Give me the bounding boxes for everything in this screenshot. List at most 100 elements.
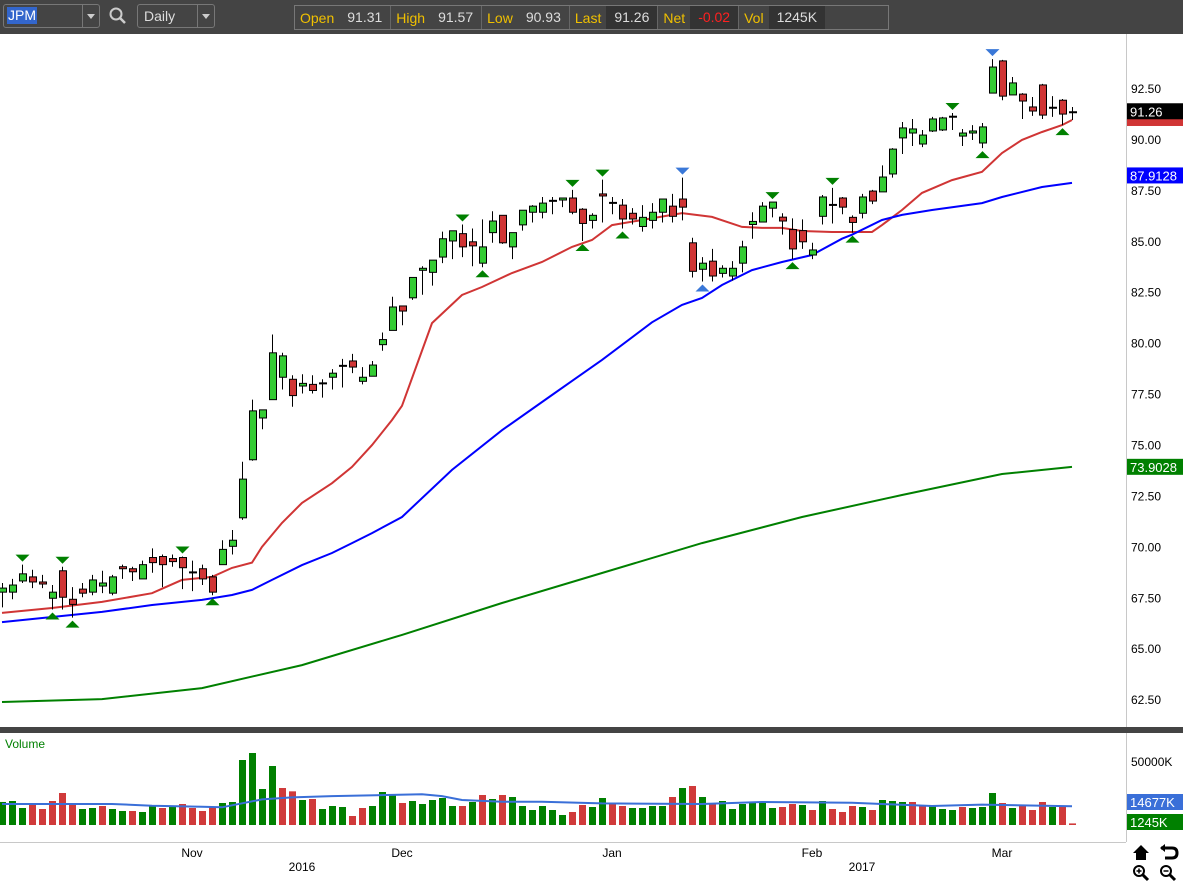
candle-up [719, 267, 727, 274]
symbol-input[interactable]: JPM [3, 4, 100, 28]
volume-bar [529, 809, 536, 825]
volume-average-line [2, 793, 1073, 809]
volume-bar [239, 760, 246, 825]
candle-up [249, 410, 257, 461]
volume-bar [689, 785, 696, 825]
time-tick-label: Nov [181, 846, 202, 860]
candle-up [589, 214, 597, 221]
price-tick-label: 87.50 [1131, 184, 1161, 198]
candle-down [679, 198, 687, 208]
volume-bar [1039, 801, 1046, 825]
quote-value: 1245K [768, 6, 826, 29]
volume-bar [499, 794, 506, 825]
quote-label: Last [574, 9, 602, 26]
moving-average-line-2 [1, 465, 1073, 703]
volume-bar [99, 806, 106, 825]
candle-down [789, 229, 797, 250]
peak-marker-icon [175, 546, 190, 554]
toolbar: JPM Daily Open 91.31 High 91.57 Low 90.93 L… [0, 0, 1183, 34]
volume-bar [359, 808, 366, 825]
peak-marker-icon [55, 556, 70, 564]
volume-bar [29, 804, 36, 825]
candle-up [429, 259, 437, 273]
candle-up [1009, 82, 1017, 96]
candle-down [349, 360, 357, 368]
volume-bar [779, 807, 786, 825]
volume-bar [109, 809, 116, 825]
trough-marker-icon [45, 612, 60, 620]
chart-nav-icons [1133, 844, 1179, 882]
candle-doji [1069, 111, 1077, 114]
zoom-in-icon[interactable] [1133, 865, 1150, 882]
volume-bar [259, 789, 266, 825]
volume-bar [89, 808, 96, 825]
candle-up [919, 134, 927, 145]
volume-bar [79, 809, 86, 825]
volume-bar [699, 797, 706, 825]
period-select[interactable]: Daily [137, 4, 215, 28]
candle-up [489, 220, 497, 234]
price-tick-label: 65.00 [1131, 642, 1161, 656]
mid-ma-tag-bg [1127, 167, 1183, 184]
home-icon[interactable] [1133, 845, 1149, 860]
volume-bar [629, 808, 636, 825]
volume-bar [809, 809, 816, 825]
trough-marker-icon [845, 235, 860, 243]
volume-bar [1029, 809, 1036, 825]
candle-down [209, 576, 217, 593]
volume-bar [1019, 805, 1026, 825]
candle-down [79, 588, 87, 594]
price-tick-label: 77.50 [1131, 388, 1161, 402]
volume-bar [129, 810, 136, 825]
candle-up [509, 232, 517, 248]
price-tick-label: 82.50 [1131, 286, 1161, 300]
volume-bar [179, 804, 186, 825]
candle-up [959, 132, 967, 137]
candle-down [129, 568, 137, 573]
zoom-out-icon[interactable] [1160, 865, 1177, 882]
volume-bar [479, 794, 486, 825]
candle-down [579, 208, 587, 224]
price-chart[interactable]: Volume 92.50 90.00 87.50 85.00 82.50 80.00 77.… [0, 34, 1183, 882]
symbol-dropdown-chevron-icon[interactable] [82, 5, 99, 27]
period-dropdown-chevron-icon[interactable] [197, 5, 214, 27]
last-price-tag-bg [1127, 103, 1183, 120]
volume-bar [469, 801, 476, 825]
candle-up [649, 211, 657, 221]
peak-marker-icon [825, 177, 840, 185]
candle-down [849, 216, 857, 223]
candle-down [59, 570, 67, 598]
candle-down [999, 60, 1007, 97]
candle-up [439, 238, 447, 258]
quote-vol: Vol 1245K [739, 6, 826, 29]
volume-bar [9, 801, 16, 825]
candle-doji [609, 201, 617, 204]
volume-bar [119, 810, 126, 825]
candle-doji [829, 203, 837, 206]
candle-up [979, 126, 987, 144]
price-tick-label: 67.50 [1131, 591, 1161, 605]
last-volume-tag-bg [1127, 814, 1183, 830]
candle-up [859, 196, 867, 214]
candle-up [329, 372, 337, 378]
quote-value: 91.57 [438, 9, 474, 25]
candle-up [379, 339, 387, 346]
peak-marker-icon [595, 169, 610, 177]
candle-down [159, 556, 167, 566]
peak-marker-icon [945, 103, 960, 111]
undo-icon[interactable] [1160, 844, 1179, 860]
volume-bar [439, 798, 446, 825]
panel-splitter[interactable] [0, 727, 1183, 733]
time-tick-label: Dec [391, 846, 412, 860]
candle-up [819, 196, 827, 217]
candle-up [769, 201, 777, 209]
volume-bar [169, 806, 176, 825]
symbol-value[interactable]: JPM [7, 7, 37, 24]
candle-doji [1049, 106, 1057, 109]
search-icon[interactable] [108, 6, 128, 26]
candle-down [29, 576, 37, 583]
trough-marker-icon [615, 231, 630, 239]
candle-up [389, 306, 397, 331]
quote-value: -0.02 [690, 6, 739, 29]
volume-bar [569, 811, 576, 825]
